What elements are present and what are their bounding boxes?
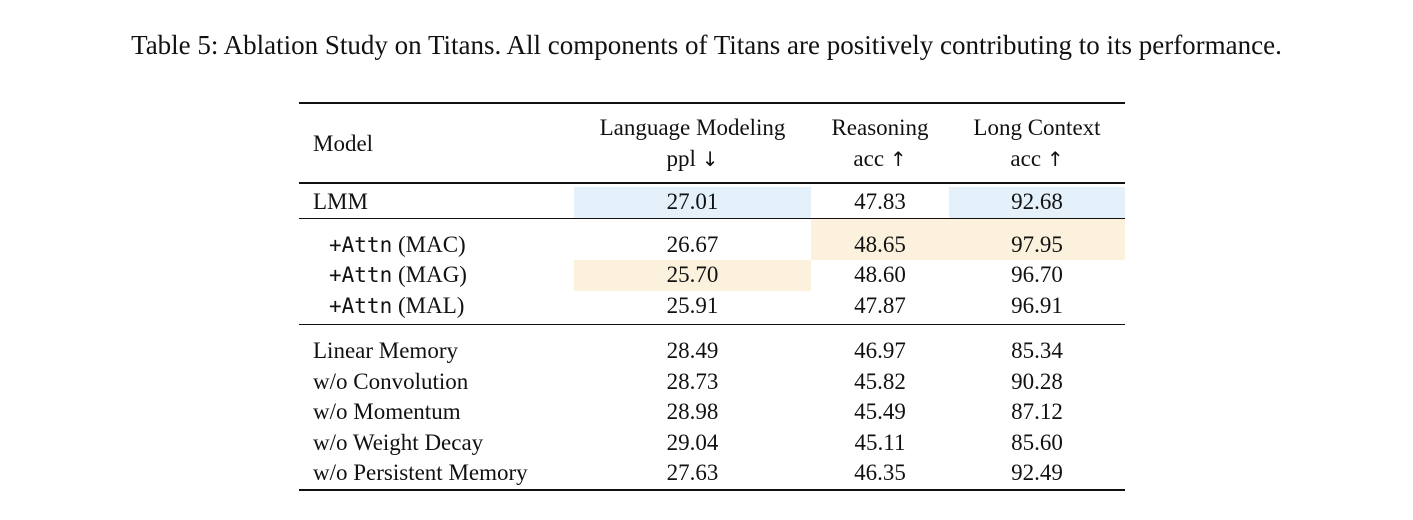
cell-long-context: 96.91 <box>1011 292 1063 318</box>
cell-long-context: 90.28 <box>1011 368 1063 394</box>
table-row-attn-mac: +Attn (MAC) 26.67 48.65 97.95 <box>299 217 1125 260</box>
attn-variant: (MAC) <box>397 231 466 257</box>
cell-reasoning: 46.97 <box>811 324 949 367</box>
row-name: +Attn (MAG) <box>299 260 574 291</box>
header-language-modeling: Language Modeling ppl ↓ <box>574 103 811 183</box>
header-lm-title: Language Modeling <box>599 114 786 140</box>
header-reasoning: Reasoning acc ↑ <box>811 103 949 183</box>
row-name: w/o Momentum <box>313 399 461 425</box>
down-arrow-icon: ↓ <box>701 146 719 171</box>
cell-ppl: 28.98 <box>666 399 719 425</box>
cell-reasoning: 48.65 <box>811 217 949 260</box>
table-row-linear-memory: Linear Memory 28.49 46.97 85.34 <box>299 324 1125 367</box>
attn-prefix: +Attn <box>329 263 393 288</box>
cell-reasoning: 45.82 <box>854 368 906 394</box>
attn-prefix: +Attn <box>329 293 393 318</box>
cell-long-context: 85.34 <box>949 324 1125 367</box>
cell-reasoning: 47.83 <box>854 189 906 215</box>
header-lm-metric: ppl <box>666 145 696 171</box>
cell-ppl: 27.01 <box>574 187 811 218</box>
table-caption: Table 5: Ablation Study on Titans. All c… <box>131 30 1282 60</box>
cell-ppl: 28.49 <box>574 324 811 367</box>
row-name: Linear Memory <box>299 324 574 367</box>
attn-variant: (MAG) <box>397 262 467 288</box>
cell-ppl: 25.70 <box>574 260 811 291</box>
row-name: +Attn (MAL) <box>299 291 574 325</box>
cell-reasoning: 48.60 <box>854 262 906 288</box>
row-name: w/o Convolution <box>313 368 469 394</box>
up-arrow-icon: ↑ <box>889 146 907 171</box>
cell-ppl: 27.63 <box>574 458 811 491</box>
ablation-table-container: Model Language Modeling ppl ↓ Reasoning … <box>299 102 1125 491</box>
double-rule <box>299 182 1125 184</box>
attn-variant: (MAL) <box>397 292 465 318</box>
header-long-context: Long Context acc ↑ <box>949 103 1125 183</box>
row-name: w/o Weight Decay <box>313 429 484 455</box>
ablation-table: Model Language Modeling ppl ↓ Reasoning … <box>299 102 1125 491</box>
row-name: w/o Persistent Memory <box>299 458 574 491</box>
cell-ppl: 29.04 <box>666 429 719 455</box>
header-row: Model Language Modeling ppl ↓ Reasoning … <box>299 103 1125 183</box>
cell-long-context: 92.68 <box>949 187 1125 218</box>
cell-reasoning: 47.87 <box>854 292 906 318</box>
table-row-lmm: LMM 27.01 47.83 92.68 <box>299 187 1125 218</box>
cell-ppl: 26.67 <box>574 217 811 260</box>
cell-long-context: 87.12 <box>1011 399 1063 425</box>
up-arrow-icon: ↑ <box>1046 146 1064 171</box>
header-reasoning-title: Reasoning <box>831 114 929 140</box>
table-row-wo-convolution: w/o Convolution 28.73 45.82 90.28 <box>299 367 1125 398</box>
cell-long-context: 92.49 <box>949 458 1125 491</box>
cell-long-context: 96.70 <box>1011 262 1063 288</box>
row-name: LMM <box>313 189 368 215</box>
cell-reasoning: 45.11 <box>854 429 906 455</box>
table-row-wo-weight-decay: w/o Weight Decay 29.04 45.11 85.60 <box>299 428 1125 459</box>
cell-long-context: 85.60 <box>1011 429 1063 455</box>
cell-reasoning: 45.49 <box>854 399 906 425</box>
header-long-title: Long Context <box>973 114 1101 140</box>
cell-ppl: 28.73 <box>666 368 719 394</box>
table-row-wo-persistent-memory: w/o Persistent Memory 27.63 46.35 92.49 <box>299 458 1125 491</box>
cell-reasoning: 46.35 <box>811 458 949 491</box>
header-reasoning-metric: acc <box>853 145 885 171</box>
header-long-metric: acc <box>1010 145 1042 171</box>
table-row-attn-mag: +Attn (MAG) 25.70 48.60 96.70 <box>299 260 1125 291</box>
cell-ppl: 25.91 <box>666 292 719 318</box>
cell-long-context: 97.95 <box>949 217 1125 260</box>
table-row-wo-momentum: w/o Momentum 28.98 45.49 87.12 <box>299 397 1125 428</box>
row-name: +Attn (MAC) <box>299 217 574 260</box>
attn-prefix: +Attn <box>329 232 393 257</box>
table-row-attn-mal: +Attn (MAL) 25.91 47.87 96.91 <box>299 291 1125 325</box>
header-model: Model <box>313 130 374 156</box>
